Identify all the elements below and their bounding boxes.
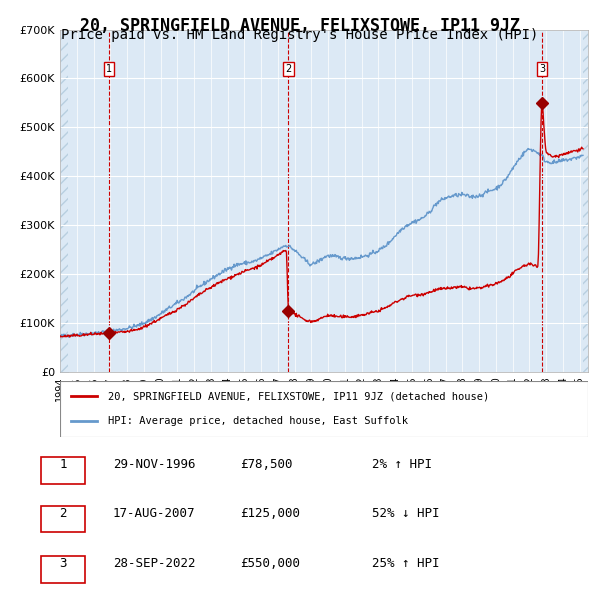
FancyBboxPatch shape [41,556,85,583]
Text: Price paid vs. HM Land Registry's House Price Index (HPI): Price paid vs. HM Land Registry's House … [61,28,539,42]
Text: 1: 1 [59,458,67,471]
Text: £78,500: £78,500 [240,458,292,471]
Text: 2% ↑ HPI: 2% ↑ HPI [372,458,432,471]
Text: £550,000: £550,000 [240,557,300,570]
Text: 17-AUG-2007: 17-AUG-2007 [113,507,196,520]
Text: 52% ↓ HPI: 52% ↓ HPI [372,507,440,520]
Text: 3: 3 [59,557,67,570]
Text: £125,000: £125,000 [240,507,300,520]
Text: 28-SEP-2022: 28-SEP-2022 [113,557,196,570]
Text: 3: 3 [539,64,545,74]
Text: 2: 2 [286,64,292,74]
Text: 20, SPRINGFIELD AVENUE, FELIXSTOWE, IP11 9JZ: 20, SPRINGFIELD AVENUE, FELIXSTOWE, IP11… [80,17,520,35]
Text: 1: 1 [106,64,112,74]
Text: 20, SPRINGFIELD AVENUE, FELIXSTOWE, IP11 9JZ (detached house): 20, SPRINGFIELD AVENUE, FELIXSTOWE, IP11… [107,391,489,401]
FancyBboxPatch shape [41,506,85,532]
Text: 29-NOV-1996: 29-NOV-1996 [113,458,196,471]
Text: 2: 2 [59,507,67,520]
FancyBboxPatch shape [60,381,588,437]
FancyBboxPatch shape [41,457,85,484]
Text: HPI: Average price, detached house, East Suffolk: HPI: Average price, detached house, East… [107,416,407,426]
Text: 25% ↑ HPI: 25% ↑ HPI [372,557,440,570]
